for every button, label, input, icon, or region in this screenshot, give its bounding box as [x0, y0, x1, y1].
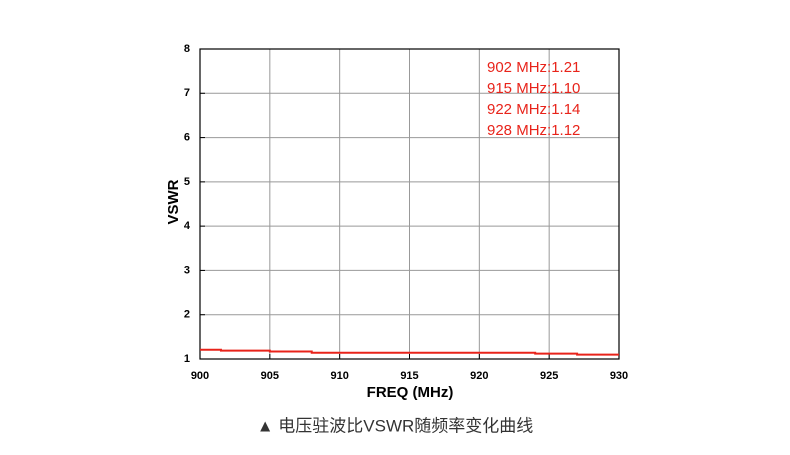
y-tick-label: 1 — [184, 353, 190, 365]
annotation: 922 MHz:1.14 — [487, 101, 580, 118]
x-tick-label: 905 — [261, 370, 279, 382]
y-tick-label: 4 — [184, 220, 191, 232]
x-tick-label: 930 — [610, 370, 628, 382]
annotation: 902 MHz:1.21 — [487, 59, 580, 76]
x-axis-label: FREQ (MHz) — [367, 384, 454, 401]
y-tick-label: 7 — [184, 87, 190, 99]
y-tick-label: 5 — [184, 176, 190, 188]
x-tick-label: 915 — [400, 370, 418, 382]
y-tick-label: 2 — [184, 309, 190, 321]
y-tick-label: 8 — [184, 43, 190, 55]
y-tick-label: 6 — [184, 131, 190, 143]
caption: ▲ 电压驻波比VSWR随频率变化曲线 — [257, 416, 534, 435]
x-tick-label: 925 — [540, 370, 558, 382]
y-tick-label: 3 — [184, 264, 190, 276]
x-tick-label: 910 — [330, 370, 348, 382]
x-tick-label: 920 — [470, 370, 488, 382]
plot-frame — [199, 48, 620, 360]
x-tick-label: 900 — [191, 370, 209, 382]
annotation: 928 MHz:1.12 — [487, 122, 580, 139]
data-line — [200, 348, 619, 356]
annotation: 915 MHz:1.10 — [487, 80, 580, 97]
y-axis-label: VSWR — [165, 179, 182, 224]
